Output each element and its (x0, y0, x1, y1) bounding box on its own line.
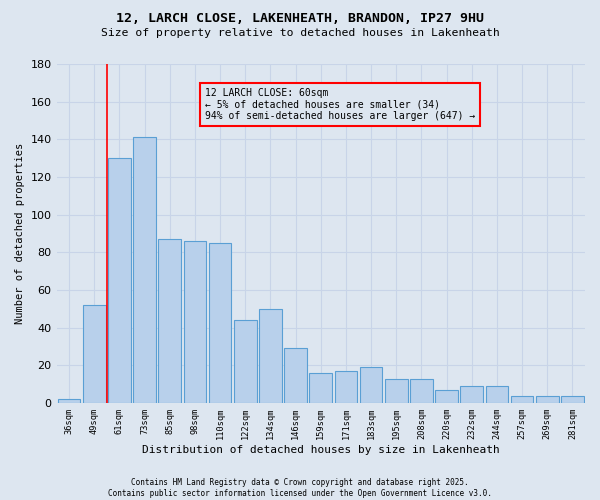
Text: Contains HM Land Registry data © Crown copyright and database right 2025.
Contai: Contains HM Land Registry data © Crown c… (108, 478, 492, 498)
Bar (259, 309, 282, 403)
Bar (284, 348, 307, 403)
Bar (158, 239, 181, 403)
Bar (209, 243, 232, 403)
X-axis label: Distribution of detached houses by size in Lakenheath: Distribution of detached houses by size … (142, 445, 500, 455)
Text: Size of property relative to detached houses in Lakenheath: Size of property relative to detached ho… (101, 28, 499, 38)
Bar (184, 241, 206, 403)
Bar (360, 368, 382, 403)
Bar (58, 400, 80, 403)
Bar (410, 378, 433, 403)
Bar (234, 320, 257, 403)
Bar (561, 396, 584, 403)
Bar (83, 305, 106, 403)
Text: 12, LARCH CLOSE, LAKENHEATH, BRANDON, IP27 9HU: 12, LARCH CLOSE, LAKENHEATH, BRANDON, IP… (116, 12, 484, 26)
Bar (460, 386, 483, 403)
Bar (133, 138, 156, 403)
Text: 12 LARCH CLOSE: 60sqm
← 5% of detached houses are smaller (34)
94% of semi-detac: 12 LARCH CLOSE: 60sqm ← 5% of detached h… (205, 88, 475, 121)
Bar (435, 390, 458, 403)
Y-axis label: Number of detached properties: Number of detached properties (15, 143, 25, 324)
Bar (335, 371, 357, 403)
Bar (511, 396, 533, 403)
Bar (385, 378, 407, 403)
Bar (485, 386, 508, 403)
Bar (536, 396, 559, 403)
Bar (108, 158, 131, 403)
Bar (310, 373, 332, 403)
